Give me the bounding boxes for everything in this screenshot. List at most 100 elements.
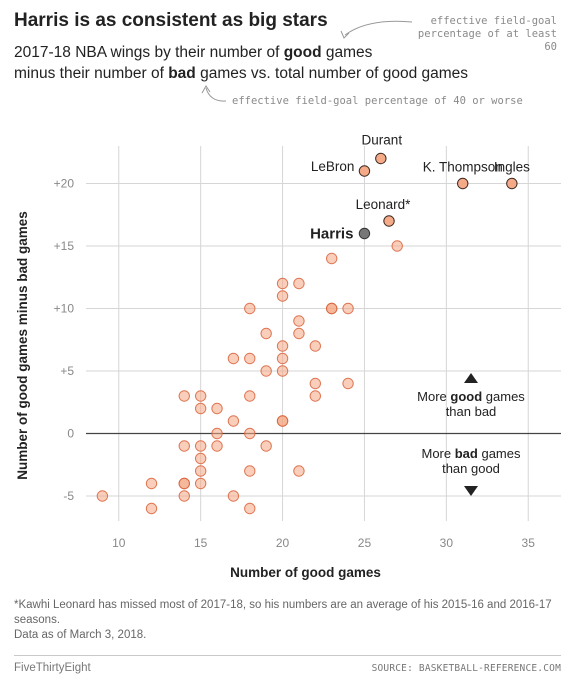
good-annotation-arrow	[344, 20, 413, 36]
chart-subtitle: 2017-18 NBA wings by their number of goo…	[14, 42, 468, 84]
point-label: K. Thompson	[423, 160, 503, 175]
data-point	[391, 240, 403, 252]
data-point	[260, 327, 272, 340]
point-label: Ingles	[494, 160, 530, 175]
data-point	[194, 452, 207, 465]
y-tick-label: +15	[54, 239, 75, 253]
x-tick-label: 35	[522, 536, 536, 550]
subtitle-text: 2017-18 NBA wings by their number of	[14, 44, 284, 61]
data-point	[211, 402, 223, 415]
direction-text: games	[478, 446, 521, 461]
subtitle-text: games vs. total number of good games	[195, 65, 469, 82]
data-point	[260, 440, 272, 452]
data-point	[276, 290, 289, 302]
data-point	[227, 415, 240, 427]
brand-label: FiveThirtyEight	[14, 662, 91, 674]
data-point	[194, 477, 207, 490]
subtitle-text: minus their number of	[14, 65, 169, 82]
y-tick-label: +5	[60, 364, 74, 378]
data-point	[276, 352, 289, 365]
subtitle-line-1: 2017-18 NBA wings by their number of goo…	[14, 42, 468, 63]
x-tick-label: 10	[112, 536, 126, 550]
point-label: LeBron	[311, 159, 355, 174]
data-point	[276, 415, 289, 427]
subtitle-good-word: good	[283, 44, 322, 61]
data-point	[145, 477, 158, 490]
data-point	[244, 390, 256, 402]
data-point	[194, 390, 207, 402]
x-tick-label: 30	[440, 536, 454, 550]
data-point	[293, 277, 305, 290]
data-point	[227, 490, 240, 502]
bad-annotation-arrow	[205, 87, 227, 102]
data-point	[244, 465, 256, 477]
subtitle-bad-word: bad	[168, 65, 196, 82]
data-point	[325, 302, 338, 315]
footer-divider	[14, 655, 561, 656]
more-good-label-line-2: than bad	[446, 404, 497, 419]
point-label: Leonard*	[356, 197, 412, 212]
data-point	[194, 402, 207, 415]
data-point	[194, 440, 207, 452]
data-point	[178, 390, 190, 402]
direction-text: games	[482, 389, 525, 404]
data-point	[178, 477, 190, 490]
x-tick-label: 15	[194, 536, 208, 550]
data-point	[276, 365, 289, 377]
footnote: *Kawhi Leonard has missed most of 2017-1…	[14, 598, 562, 643]
data-point	[293, 315, 305, 327]
labeled-point	[383, 215, 395, 227]
axis-labels: 10 15 20 25 30 35 -5 0 +5 +10 +15 +20 Number of good…	[15, 177, 535, 581]
y-tick-label: 0	[67, 427, 74, 441]
y-tick-label: +20	[54, 177, 75, 191]
data-point	[178, 490, 190, 502]
labeled-point	[506, 177, 518, 190]
x-tick-label: 20	[276, 536, 290, 550]
more-good-label: More good games	[417, 389, 525, 404]
subtitle-line-2: minus their number of bad games vs. tota…	[14, 63, 468, 84]
direction-emphasis: bad	[455, 446, 478, 461]
up-arrow-icon	[464, 373, 478, 383]
good-definition-annotation: effective field-goal percentage of at le…	[417, 15, 557, 53]
data-point	[96, 490, 109, 502]
direction-text: More	[422, 446, 455, 461]
more-bad-label: More bad games	[422, 446, 521, 461]
data-point	[293, 465, 305, 477]
data-point	[325, 252, 338, 265]
data-point	[309, 340, 322, 352]
good-annotation-arrowhead	[340, 30, 350, 39]
bad-definition-annotation: effective field-goal percentage of 40 or…	[232, 95, 523, 107]
data-point	[293, 327, 305, 340]
point-label: Harris	[310, 226, 353, 243]
data-point	[194, 465, 207, 477]
data-point	[244, 502, 256, 515]
data-point	[276, 340, 289, 352]
footnote-line-1: *Kawhi Leonard has missed most of 2017-1…	[14, 599, 552, 626]
scatter-chart: 10 15 20 25 30 35 -5 0 +5 +10 +15 +20 Number of good…	[15, 20, 561, 581]
y-tick-label: -5	[63, 489, 74, 503]
data-point	[244, 352, 256, 365]
chart-title: Harris is as consistent as big stars	[14, 10, 328, 31]
data-point	[309, 390, 322, 402]
data-point	[260, 365, 272, 377]
source-label: SOURCE: BASKETBALL-REFERENCE.COM	[371, 663, 561, 674]
data-point	[211, 427, 223, 440]
down-arrow-icon	[464, 486, 478, 496]
data-point	[342, 377, 354, 390]
highlight-point	[358, 227, 371, 240]
labeled-point	[358, 165, 371, 177]
footnote-line-2: Data as of March 3, 2018.	[14, 629, 147, 641]
x-tick-label: 25	[358, 536, 372, 550]
bad-annotation-arrowhead	[201, 85, 211, 94]
labeled-point	[457, 177, 469, 190]
subtitle-text: games	[321, 44, 373, 61]
direction-text: More	[417, 389, 450, 404]
data-point	[309, 377, 322, 390]
x-axis-title: Number of good games	[230, 565, 381, 580]
data-point	[342, 302, 354, 315]
more-bad-label-line-2: than good	[442, 461, 500, 476]
data-point	[244, 302, 256, 315]
point-label: Durant	[362, 133, 403, 148]
